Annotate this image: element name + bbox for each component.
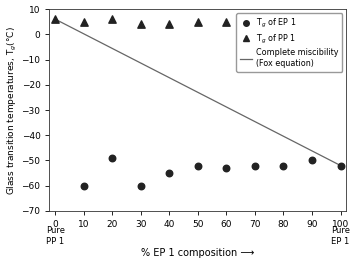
Point [309, 20, 315, 24]
Point [195, 163, 201, 168]
Y-axis label: Glass transition temperatures, T$_g$(°C): Glass transition temperatures, T$_g$(°C) [6, 26, 19, 195]
Point [281, 20, 286, 24]
Point [224, 166, 229, 170]
Point [138, 22, 143, 26]
Point [167, 171, 172, 175]
Point [52, 17, 58, 21]
Point [109, 17, 115, 21]
Point [252, 163, 258, 168]
Point [252, 20, 258, 24]
Point [167, 22, 172, 26]
Legend: T$_g$ of EP 1, T$_g$ of PP 1, Complete miscibility
(Fox equation): T$_g$ of EP 1, T$_g$ of PP 1, Complete m… [236, 13, 342, 72]
Point [195, 20, 201, 24]
Point [109, 156, 115, 160]
X-axis label: % EP 1 composition ⟶: % EP 1 composition ⟶ [141, 248, 255, 258]
Point [338, 163, 344, 168]
Point [281, 163, 286, 168]
Point [309, 158, 315, 163]
Point [81, 20, 87, 24]
Point [224, 20, 229, 24]
Point [81, 184, 87, 188]
Text: Pure
PP 1: Pure PP 1 [46, 226, 65, 246]
Point [138, 184, 143, 188]
Text: Pure
EP 1: Pure EP 1 [331, 226, 350, 246]
